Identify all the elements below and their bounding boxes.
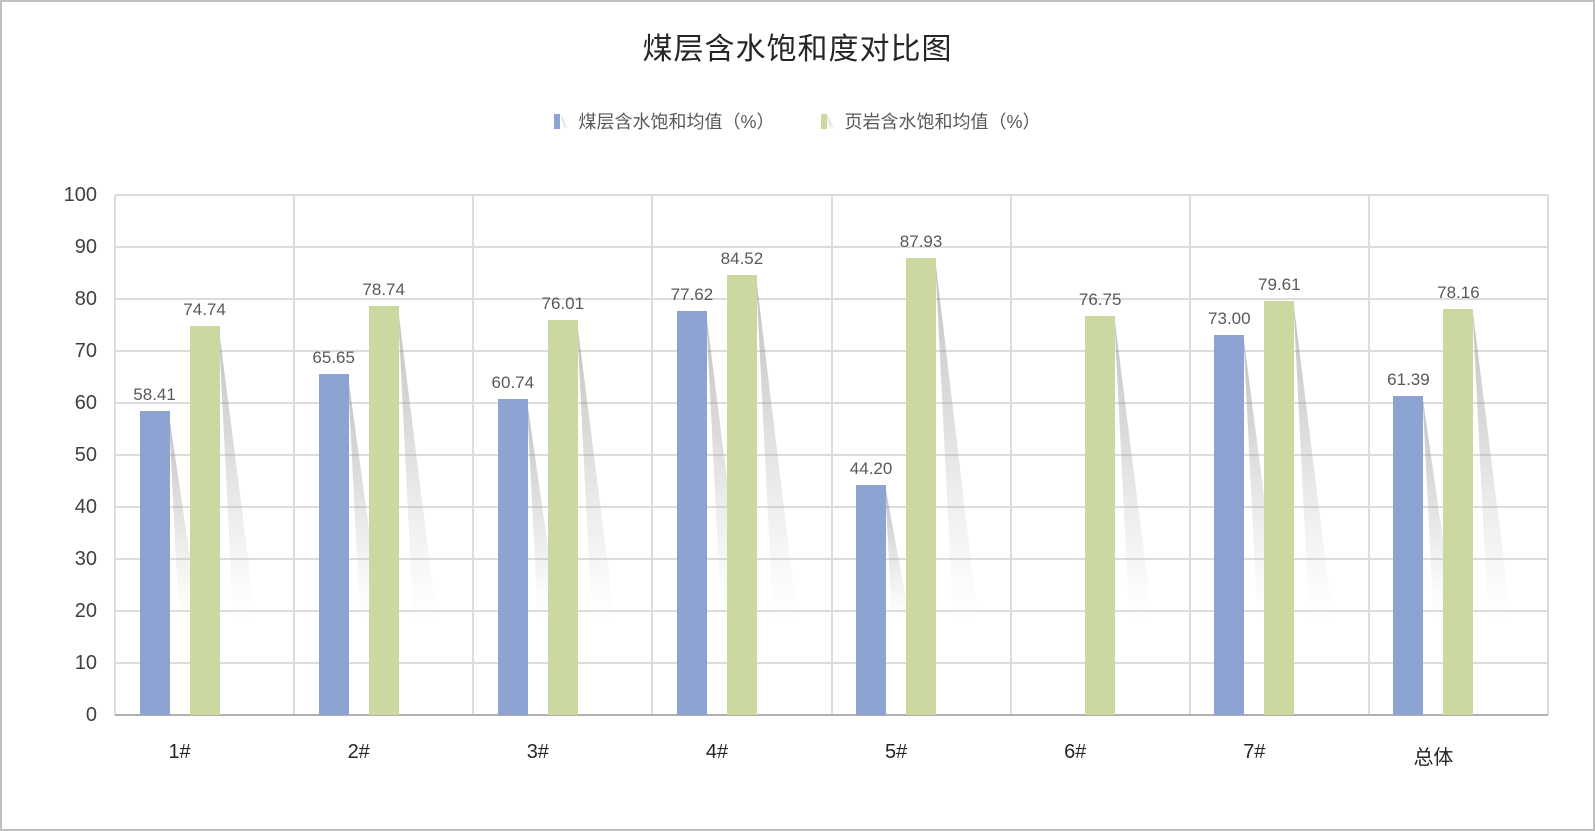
bar-shadow [576, 319, 615, 621]
bar-value-label: 60.74 [491, 373, 535, 393]
bar-value-label: 73.00 [1208, 309, 1251, 329]
legend: 煤层含水饱和均值（%） 页岩含水饱和均值（%） [2, 108, 1593, 134]
x-axis-category-label: 1# [168, 741, 191, 763]
gridline-vertical [1367, 195, 1370, 715]
y-axis-tick-label: 90 [74, 236, 97, 258]
bar-shadow [935, 257, 979, 621]
gridline-vertical [1009, 195, 1012, 715]
bar-value-label: 65.65 [312, 347, 355, 367]
bar-shadow [755, 275, 798, 621]
legend-marker-series1-icon [554, 113, 569, 129]
y-axis-tick-label: 0 [85, 704, 97, 726]
x-axis-line [115, 714, 1548, 716]
bar-value-label: 87.93 [899, 231, 943, 251]
x-axis-category-label: 3# [526, 741, 549, 763]
bar-series2-cat3[interactable] [547, 319, 578, 715]
bar-series1-cat7[interactable] [1214, 335, 1245, 715]
bar-series2-cat2[interactable] [368, 305, 399, 715]
bar-shadow [1293, 301, 1333, 621]
bar-value-label: 76.75 [1078, 289, 1122, 309]
legend-marker-series2-icon [820, 113, 836, 129]
legend-label-series2: 页岩含水饱和均值（%） [844, 112, 1041, 132]
bar-series2-cat6[interactable] [1085, 315, 1116, 715]
bar-series1-cat1[interactable] [139, 411, 170, 715]
x-axis-category-label: 7# [1243, 741, 1266, 763]
bar-series1-cat4[interactable] [676, 311, 707, 715]
gridline-vertical [651, 195, 654, 715]
y-axis-tick-label: 10 [74, 652, 97, 674]
bar-series2-cat4[interactable] [726, 275, 757, 715]
gridline-vertical [472, 195, 475, 715]
y-axis-tick-label: 20 [74, 600, 97, 622]
y-axis-tick-label: 40 [74, 496, 97, 518]
legend-label-series1: 煤层含水饱和均值（%） [578, 112, 775, 132]
chart-title: 煤层含水饱和度对比图 [642, 33, 953, 66]
bar-series1-cat5[interactable] [856, 485, 887, 715]
bar-series1-cat2[interactable] [318, 373, 349, 715]
x-axis-category-label: 2# [347, 741, 370, 763]
x-axis-category-label: 6# [1064, 741, 1087, 763]
gridline-vertical [114, 195, 116, 715]
legend-item-series1[interactable]: 煤层含水饱和均值（%） [554, 108, 775, 134]
gridline-vertical [293, 195, 296, 715]
y-axis-tick-label: 60 [74, 392, 97, 414]
bar-series2-cat1[interactable] [189, 326, 220, 715]
bar-value-label: 78.16 [1437, 282, 1480, 302]
x-axis-category-label: 5# [884, 741, 908, 763]
bar-series1-cat8[interactable] [1393, 395, 1424, 715]
y-axis-tick-label: 70 [74, 340, 97, 362]
bar-series2-cat8[interactable] [1443, 308, 1474, 715]
y-axis-tick-label: 50 [74, 444, 97, 466]
bar-value-label: 44.20 [849, 459, 893, 479]
bar-value-label: 76.01 [541, 293, 585, 313]
bar-value-label: 58.41 [133, 385, 176, 405]
bar-shadow [218, 326, 257, 621]
bar-series2-cat7[interactable] [1264, 301, 1295, 715]
bar-value-label: 79.61 [1258, 275, 1301, 295]
bar-value-label: 74.74 [183, 300, 226, 320]
bar-shadow [1114, 315, 1153, 621]
y-axis-tick-label: 100 [63, 184, 97, 206]
gridline-vertical [830, 195, 833, 715]
y-axis-tick-label: 80 [74, 288, 97, 310]
bar-shadow [397, 305, 437, 621]
bar-series1-cat3[interactable] [497, 399, 528, 715]
legend-item-series2[interactable]: 页岩含水饱和均值（%） [820, 108, 1041, 134]
bar-value-label: 77.62 [670, 285, 714, 305]
bar-shadow [1472, 308, 1512, 621]
bar-value-label: 78.74 [362, 279, 405, 299]
bar-value-label: 61.39 [1387, 369, 1430, 389]
x-axis-category-label: 4# [705, 741, 729, 763]
x-axis-category-label: 总体 [1413, 747, 1454, 769]
bar-series2-cat5[interactable] [906, 257, 937, 715]
y-axis-tick-label: 30 [74, 548, 97, 570]
bar-value-label: 84.52 [720, 249, 764, 269]
gridline-vertical [1188, 195, 1191, 715]
gridline-vertical [1547, 195, 1549, 715]
